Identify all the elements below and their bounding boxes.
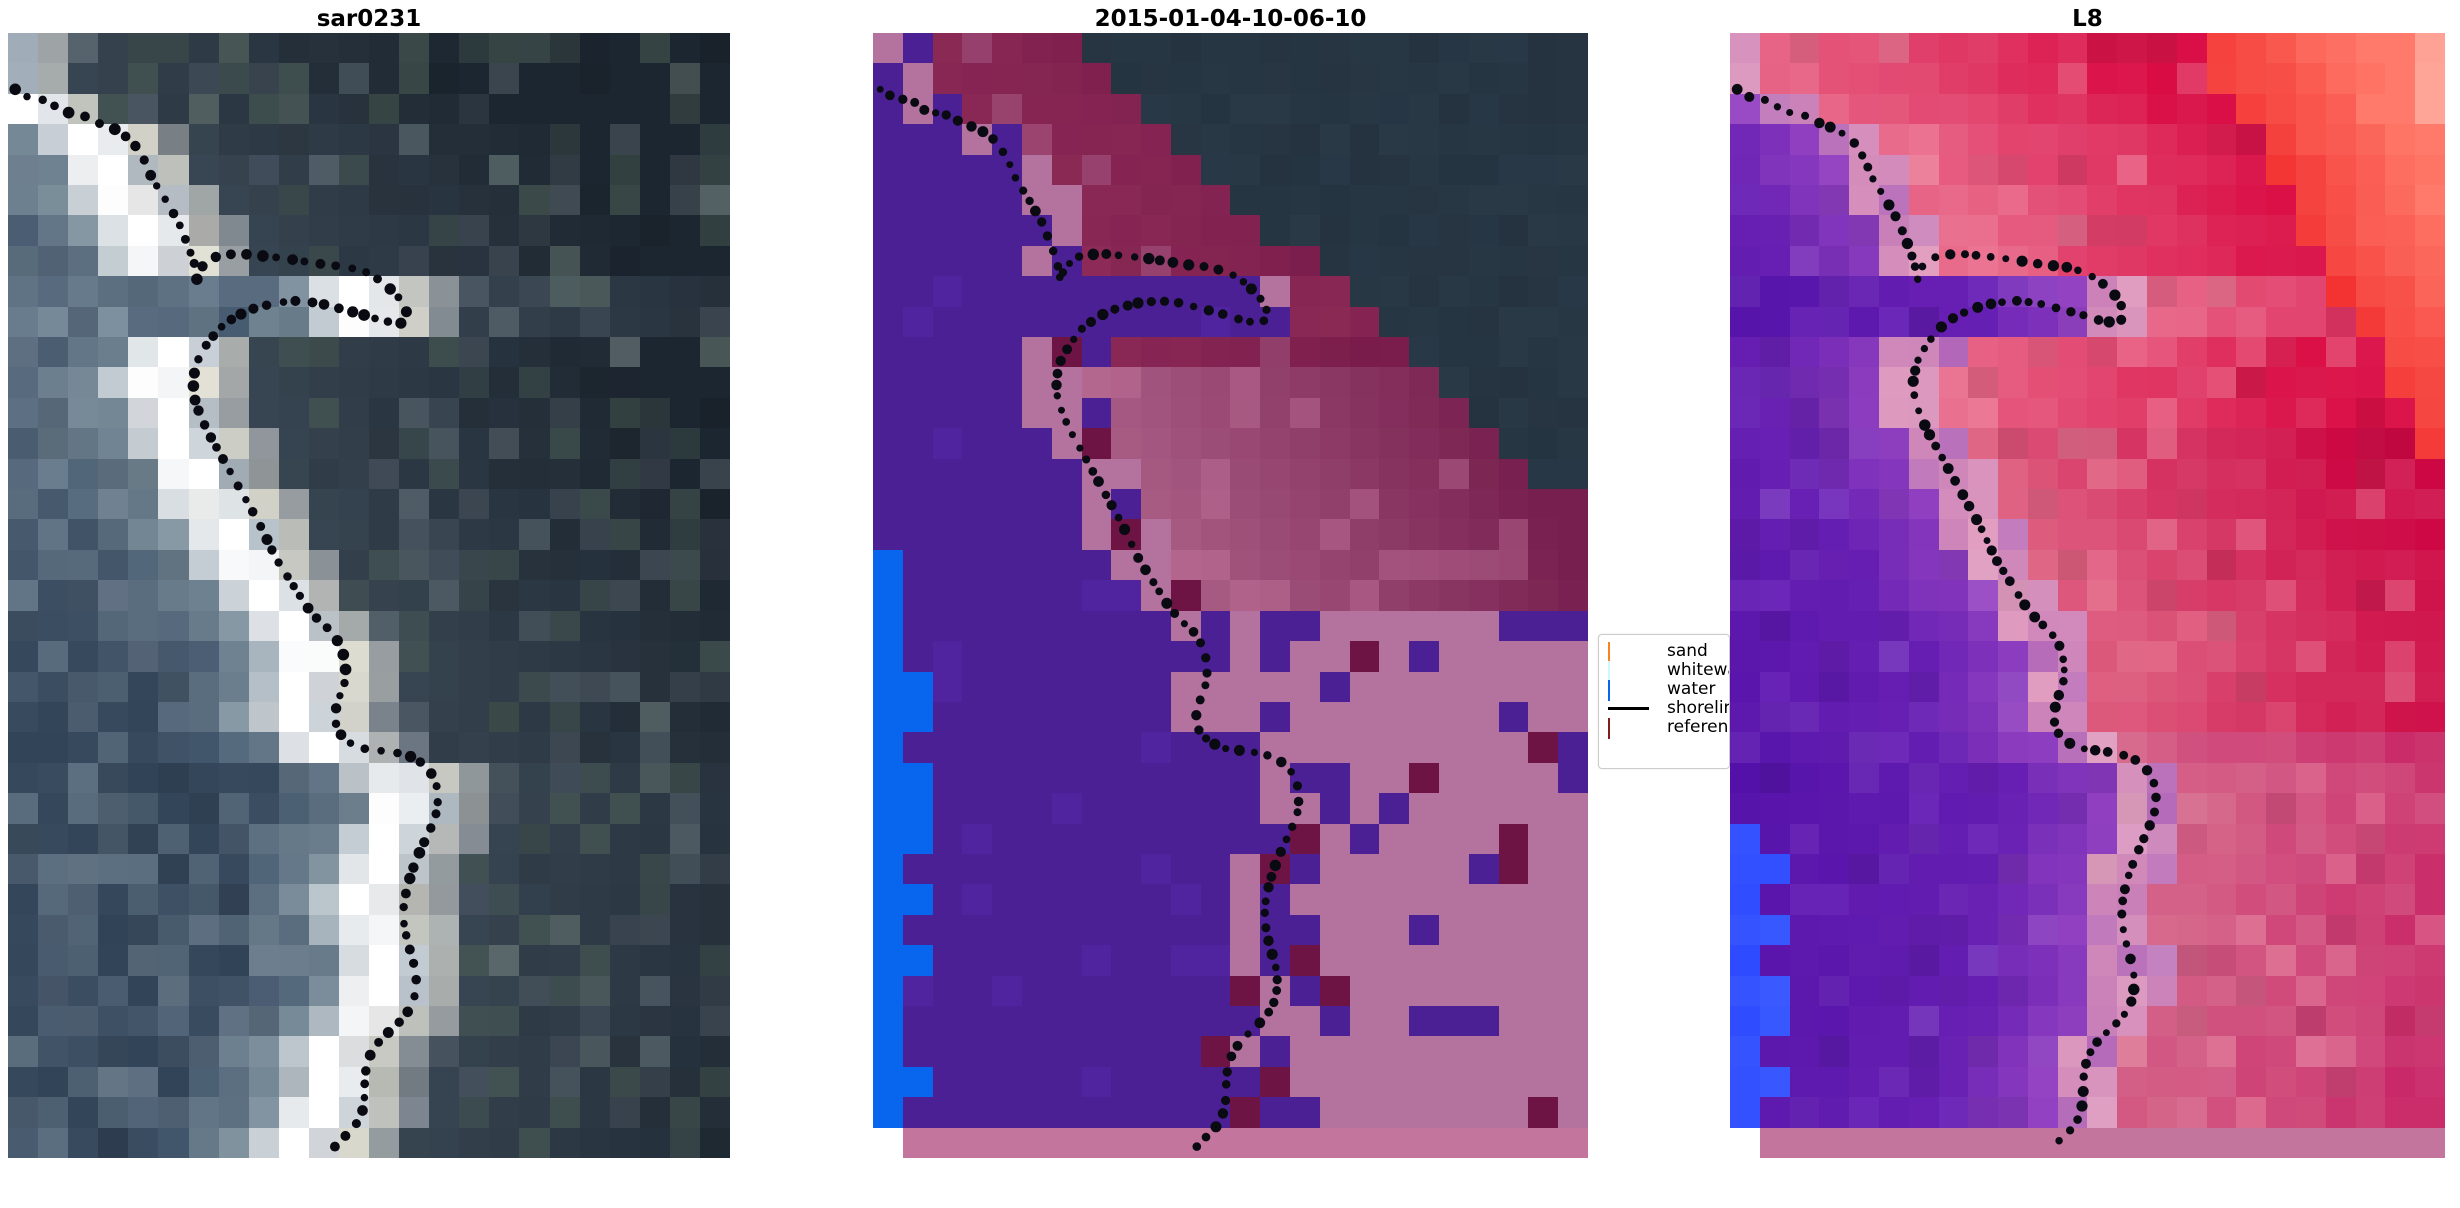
water-swatch-icon [1608, 680, 1649, 701]
legend-item-sand[interactable]: sand [1608, 641, 1723, 663]
panel-sar-rgb-image[interactable] [8, 33, 730, 1158]
raster-sar-rgb [8, 33, 730, 1158]
panel-l8-composite[interactable] [1730, 33, 2445, 1158]
panel-title-date: 2015-01-04-10-06-10 [1094, 6, 1367, 32]
legend-label-water: water [1667, 679, 1716, 699]
legend-label-reference: reference [1667, 717, 1729, 737]
panel-title-sar0231: sar0231 [316, 6, 422, 32]
legend-box[interactable]: sand whitewater water shoreline referenc… [1598, 634, 1730, 769]
legend-label-shoreline: shoreline [1667, 698, 1729, 718]
legend-item-reference[interactable]: reference [1608, 718, 1729, 739]
legend-label-sand: sand [1667, 641, 1708, 661]
legend-item-whitewater[interactable]: whitewater [1608, 661, 1729, 682]
raster-l8 [1730, 33, 2445, 1158]
legend-item-shoreline[interactable]: shoreline [1608, 699, 1729, 718]
legend-item-water[interactable]: water [1608, 679, 1723, 701]
shoreline-line-icon [1608, 700, 1649, 717]
raster-classification [873, 33, 1588, 1158]
whitewater-swatch-icon [1608, 661, 1649, 682]
reference-swatch-icon [1608, 718, 1649, 739]
legend-label-whitewater: whitewater [1667, 660, 1729, 680]
sand-swatch-icon [1608, 642, 1649, 663]
panel-classification-map[interactable] [873, 33, 1588, 1158]
panel-title-l8: L8 [2072, 6, 2103, 32]
